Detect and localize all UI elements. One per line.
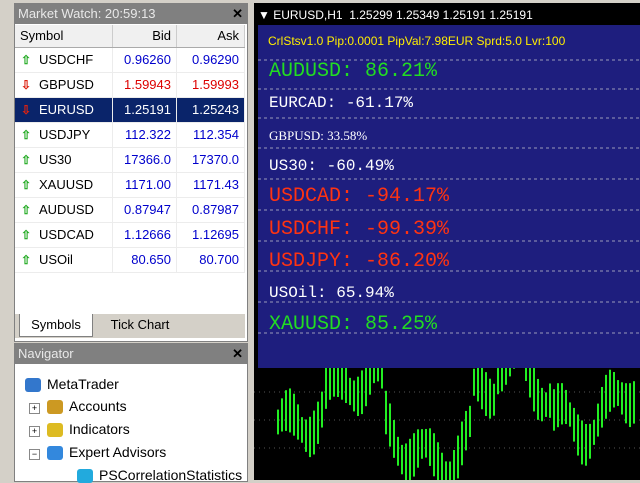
ask-price: 0.96290 — [177, 48, 245, 72]
market-watch: Market Watch: 20:59:13 ✕ Symbol Bid Ask ⇧ USD… — [14, 3, 248, 342]
symbol-table: Symbol Bid Ask ⇧ USDCHF 0.96260 0.96290 ⇩ GBPUSD… — [15, 25, 245, 315]
bid-price: 1.12666 — [113, 223, 177, 247]
symbol: USDCAD — [39, 223, 113, 247]
market-watch-title: Market Watch: 20:59:13 ✕ — [15, 4, 247, 24]
header-text: EURUSD,H1 1.25299 1.25349 1.25191 1.2519… — [273, 8, 533, 22]
bid-price: 80.650 — [113, 248, 177, 272]
chart-window: ▼ EURUSD,H1 1.25299 1.25349 1.25191 1.25… — [254, 3, 640, 480]
tree-item[interactable]: PSCorrelationStatistics — [99, 467, 243, 483]
trend-arrow: ⇧ — [21, 153, 32, 167]
column-header: Ask — [177, 25, 245, 47]
tree-item[interactable]: Accounts — [69, 398, 127, 414]
correlation: GBPUSD: 33.58% — [269, 128, 368, 143]
correlation: XAUUSD: 85.25% — [269, 313, 438, 336]
bid-price: 17366.0 — [113, 148, 177, 172]
expander[interactable]: − — [29, 449, 40, 460]
symbol: GBPUSD — [39, 73, 113, 97]
stats-panel — [258, 25, 640, 368]
trend-arrow: ⇩ — [21, 78, 32, 92]
symbol-row[interactable]: ⇧ XAUUSD 1171.00 1171.43 — [15, 173, 245, 198]
navigator-tree: MetaTrader + Accounts + Indicators − Expert Ad… — [15, 364, 245, 483]
trend-arrow: ⇩ — [21, 103, 32, 117]
expander[interactable]: + — [29, 426, 40, 437]
tree-icon — [47, 400, 63, 414]
ask-price: 80.700 — [177, 248, 245, 272]
correlation: USDCAD: -94.17% — [269, 185, 450, 208]
header-row: Symbol Bid Ask — [15, 25, 245, 48]
trend-arrow: ⇧ — [21, 203, 32, 217]
trend-arrow: ⇧ — [21, 128, 32, 142]
symbol: AUDUSD — [39, 198, 113, 222]
symbol-row[interactable]: ⇧ AUDUSD 0.87947 0.87987 — [15, 198, 245, 223]
tree-icon — [47, 423, 63, 437]
trend-arrow: ⇧ — [21, 253, 32, 267]
panel-grid — [258, 59, 640, 334]
bid-price: 1.25191 — [113, 98, 177, 122]
symbol: US30 — [39, 148, 113, 172]
correlation: USDCHF: -99.39% — [269, 218, 450, 241]
bid-price: 112.322 — [113, 123, 177, 147]
symbol-row[interactable]: ⇧ USOil 80.650 80.700 — [15, 248, 245, 273]
correlation: AUDUSD: 86.21% — [269, 60, 438, 83]
tab[interactable]: Symbols — [19, 314, 93, 337]
close-button[interactable]: ✕ — [232, 346, 243, 361]
tree-icon — [47, 446, 63, 460]
ask-price: 1.12695 — [177, 223, 245, 247]
title-text: Navigator — [18, 346, 74, 361]
tab-bar: Symbols Tick Chart — [15, 314, 245, 338]
ask-price: 17370.0 — [177, 148, 245, 172]
close-button[interactable]: ✕ — [232, 6, 243, 21]
ask-price: 112.354 — [177, 123, 245, 147]
symbol-row[interactable]: ⇧ USDCAD 1.12666 1.12695 — [15, 223, 245, 248]
navigator-title: Navigator ✕ — [15, 344, 247, 364]
correlation: USDJPY: -86.20% — [269, 250, 450, 273]
tree-icon — [25, 378, 41, 392]
symbol-row[interactable]: ⇩ GBPUSD 1.59943 1.59993 — [15, 73, 245, 98]
tree-item[interactable]: MetaTrader — [47, 376, 119, 392]
ask-price: 0.87987 — [177, 198, 245, 222]
correlation: EURCAD: -61.17% — [269, 94, 414, 112]
tree-item[interactable]: Expert Advisors — [69, 444, 167, 460]
symbol: USDJPY — [39, 123, 113, 147]
symbol-row[interactable]: ⇧ USDCHF 0.96260 0.96290 — [15, 48, 245, 73]
symbol: USDCHF — [39, 48, 113, 72]
trend-arrow: ⇧ — [21, 53, 32, 67]
ask-price: 1171.43 — [177, 173, 245, 197]
expander[interactable]: + — [29, 403, 40, 414]
symbol: XAUUSD — [39, 173, 113, 197]
tab[interactable]: Tick Chart — [110, 317, 170, 332]
title-text: Market Watch: 20:59:13 — [18, 6, 156, 21]
bid-price: 1171.00 — [113, 173, 177, 197]
bid-price: 0.87947 — [113, 198, 177, 222]
trend-arrow: ⇧ — [21, 178, 32, 192]
symbol: EURUSD — [39, 98, 113, 122]
ask-price: 1.25243 — [177, 98, 245, 122]
symbol-row[interactable]: ⇩ EURUSD 1.25191 1.25243 — [15, 98, 245, 123]
symbol-row[interactable]: ⇧ USDJPY 112.322 112.354 — [15, 123, 245, 148]
indicator-info: CrlStsv1.0 Pip:0.0001 PipVal:7.98EUR Spr… — [268, 34, 566, 48]
navigator: Navigator ✕ MetaTrader + Accounts + Indicator… — [14, 343, 248, 483]
chart-header: ▼ EURUSD,H1 1.25299 1.25349 1.25191 1.25… — [258, 8, 533, 22]
bid-price: 1.59943 — [113, 73, 177, 97]
correlation: US30: -60.49% — [269, 157, 394, 175]
trend-arrow: ⇧ — [21, 228, 32, 242]
column-header: Bid — [113, 25, 177, 47]
tree-icon — [77, 469, 93, 483]
symbol: USOil — [39, 248, 113, 272]
ask-price: 1.59993 — [177, 73, 245, 97]
column-header: Symbol — [15, 25, 113, 47]
correlation: USOil: 65.94% — [269, 284, 394, 302]
tree-item[interactable]: Indicators — [69, 421, 130, 437]
symbol-row[interactable]: ⇧ US30 17366.0 17370.0 — [15, 148, 245, 173]
bid-price: 0.96260 — [113, 48, 177, 72]
